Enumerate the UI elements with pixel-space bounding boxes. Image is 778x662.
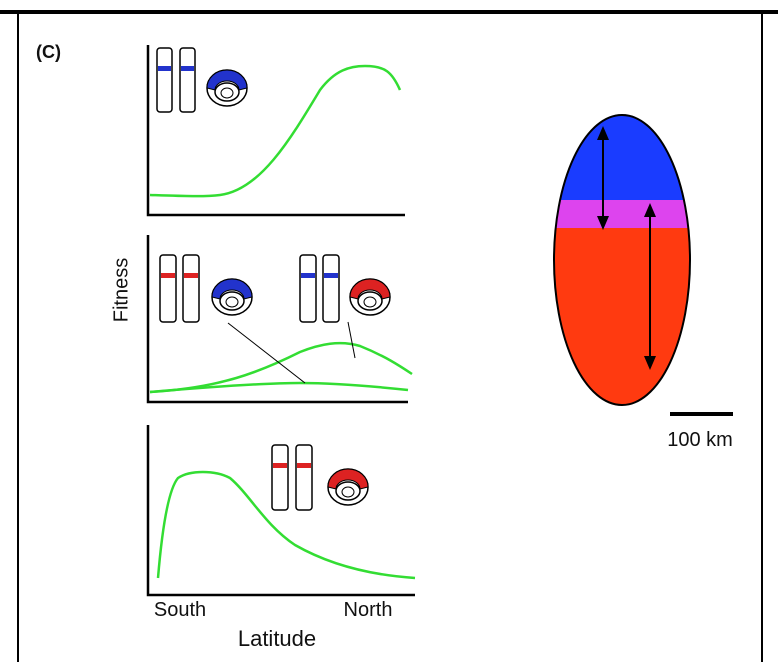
x-tick-label: South <box>154 599 206 621</box>
range-map <box>553 114 691 406</box>
frame <box>0 10 778 662</box>
panel-label: (C) <box>36 42 61 62</box>
scale-bar-label: 100 km <box>667 429 733 451</box>
x-tick-label: North <box>344 599 393 621</box>
plot-middle <box>146 235 413 404</box>
plot-top <box>146 45 405 217</box>
plot-bottom <box>146 425 416 597</box>
x-axis-label: Latitude <box>238 626 316 651</box>
y-axis-label: Fitness <box>110 258 132 322</box>
